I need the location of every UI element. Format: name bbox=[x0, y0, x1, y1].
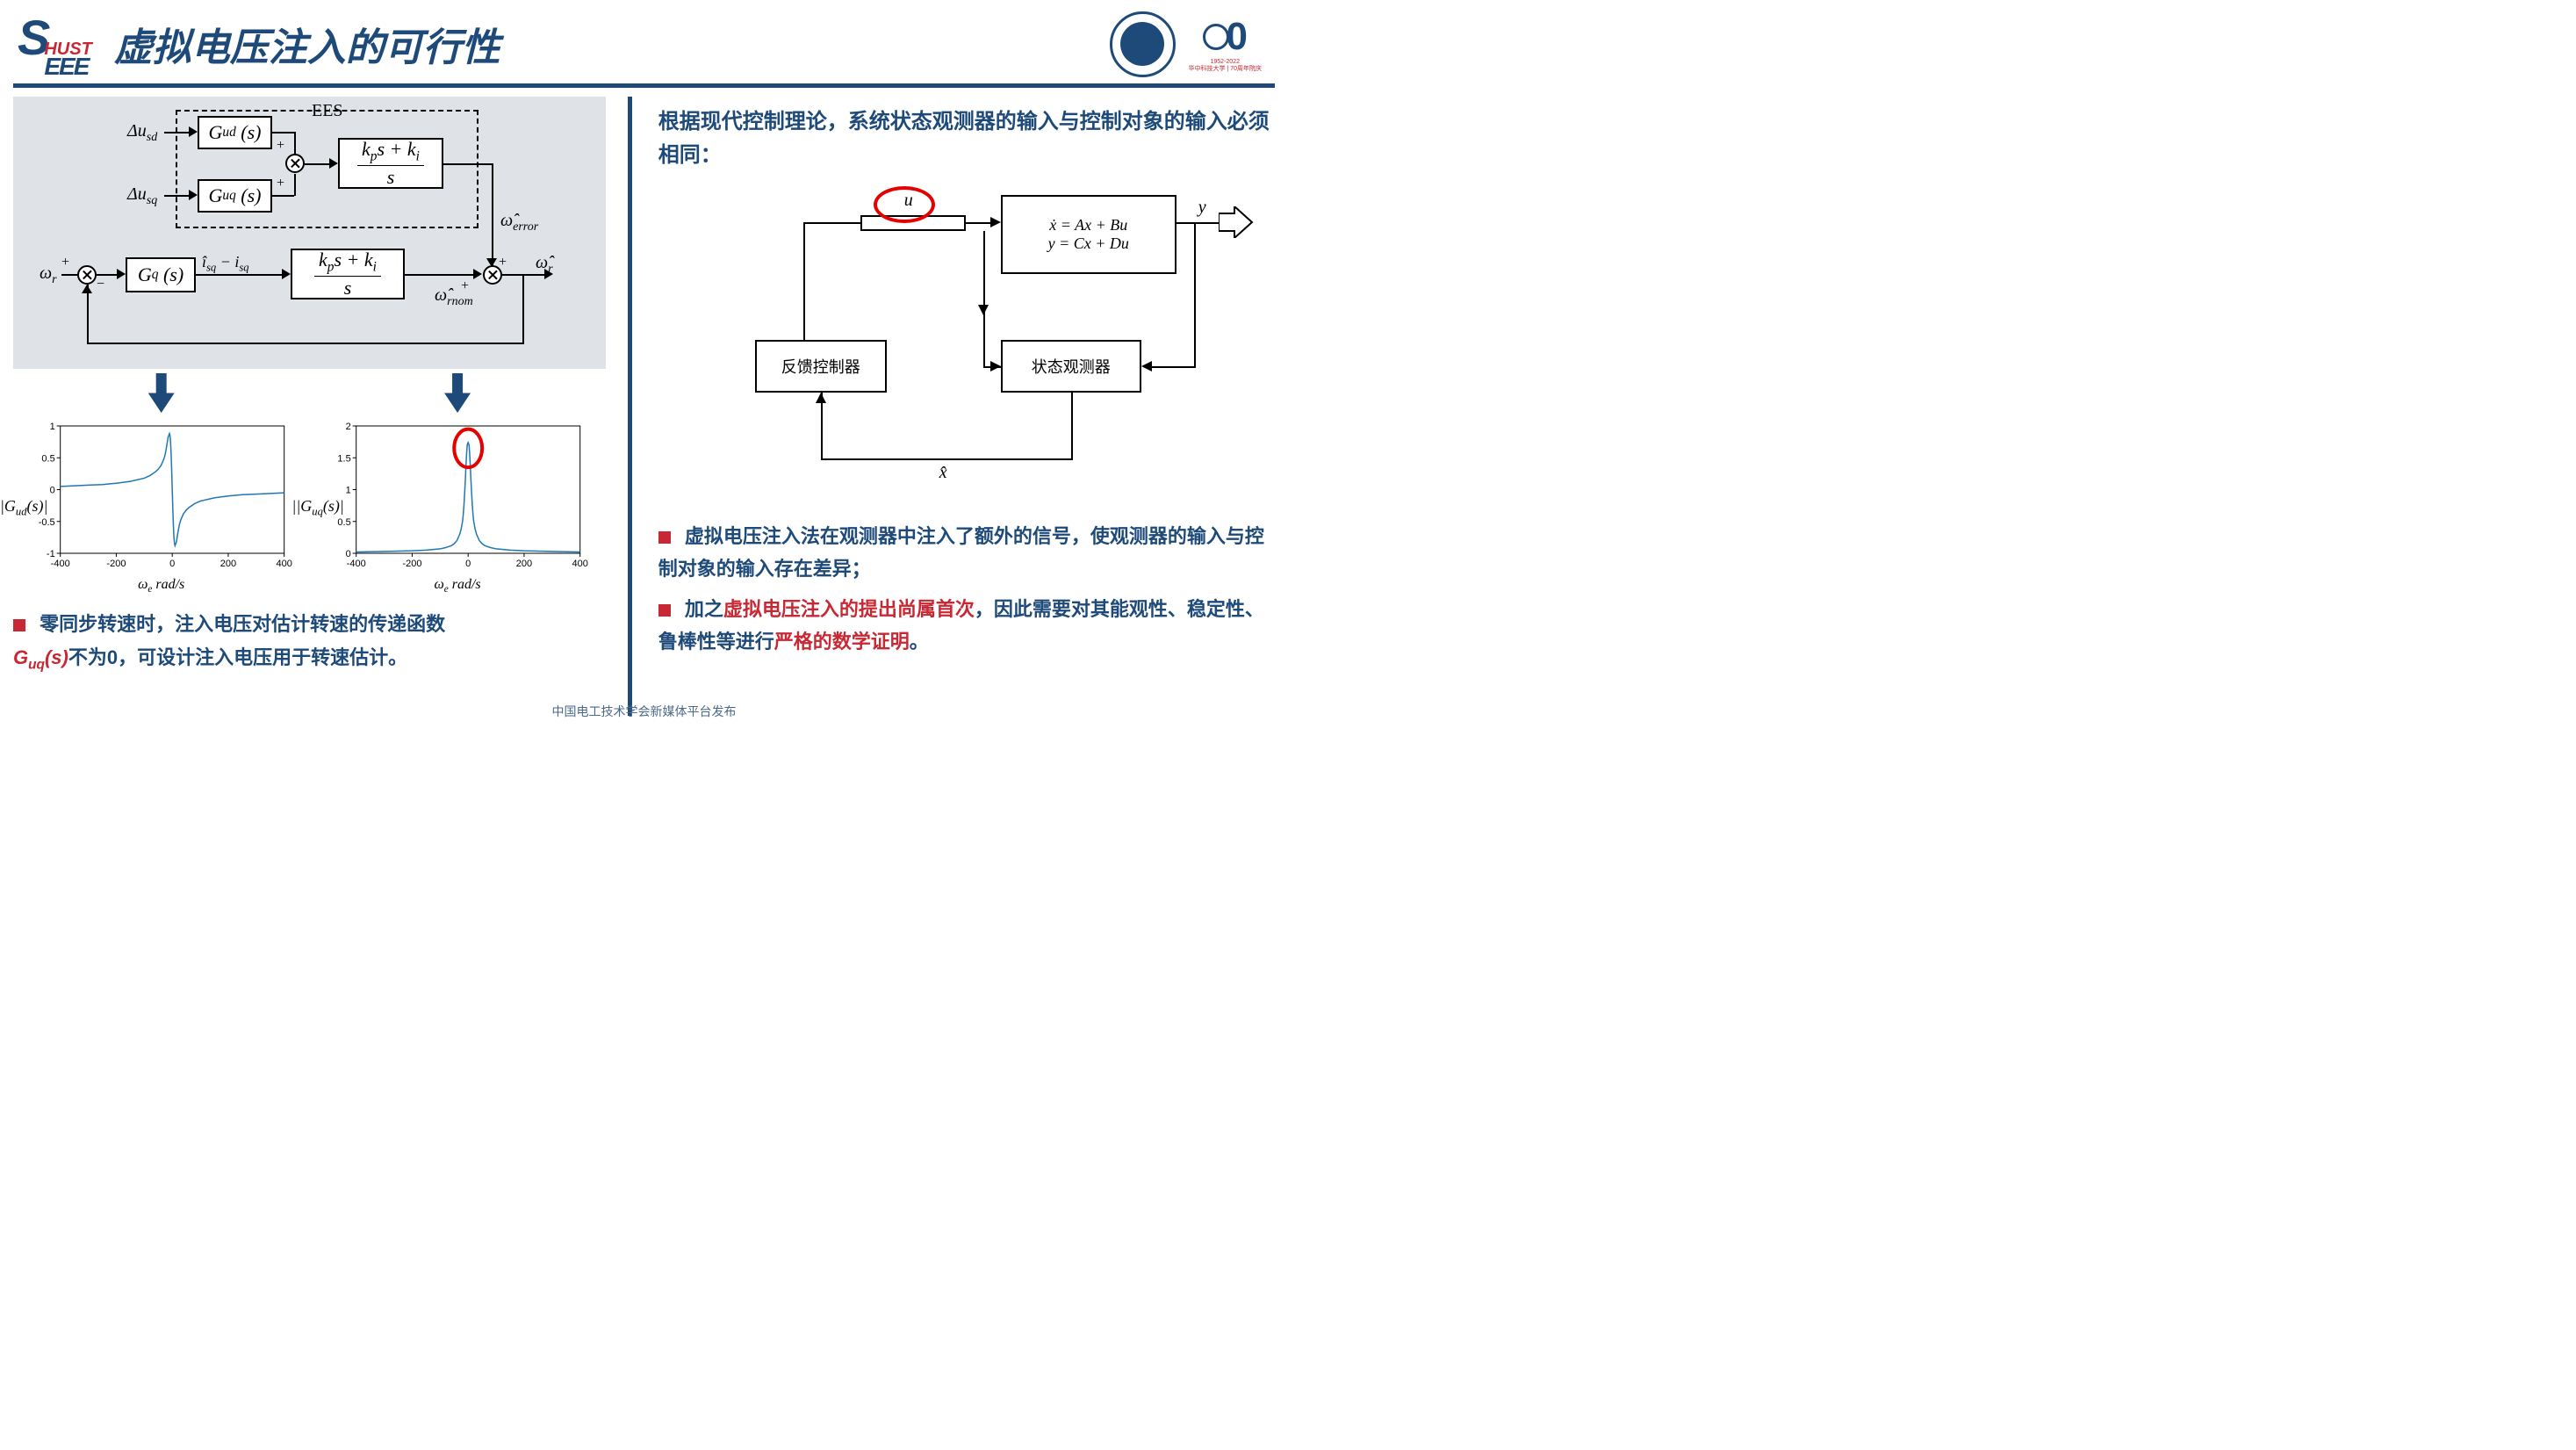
ees-label: EES bbox=[312, 101, 343, 121]
svg-text:400: 400 bbox=[572, 559, 588, 569]
right-bullet-2: 加之虚拟电压注入的提出尚属首次，因此需要对其能观性、稳定性、鲁棒性等进行严格的数… bbox=[658, 593, 1272, 659]
svg-text:-400: -400 bbox=[347, 559, 366, 569]
svg-text:200: 200 bbox=[220, 559, 236, 569]
wr-hat-label: ω̂r bbox=[536, 253, 553, 277]
svg-text:0.5: 0.5 bbox=[41, 453, 54, 464]
gud-block: Gud (s) bbox=[198, 116, 272, 149]
chart-gud: ||Gud(s)| -400-2000200400-1-0.500.51 ωe … bbox=[22, 417, 300, 595]
header-divider bbox=[13, 83, 1275, 88]
sum-node-output bbox=[483, 265, 502, 285]
svg-text:0: 0 bbox=[466, 559, 471, 569]
y-label: y bbox=[1198, 198, 1206, 218]
input-wr: ωr bbox=[40, 263, 57, 287]
logo-s: S bbox=[18, 9, 47, 66]
right-heading: 根据现代控制理论，系统状态观测器的输入与控制对象的输入必须相同： bbox=[658, 105, 1272, 173]
svg-text:-200: -200 bbox=[403, 559, 422, 569]
chart-gud-xlabel: ωe rad/s bbox=[22, 577, 300, 595]
svg-text:-200: -200 bbox=[106, 559, 126, 569]
bullet-icon bbox=[658, 604, 671, 617]
isq-label: îsq − isq bbox=[202, 253, 249, 275]
pi-block-1: kps + kis bbox=[338, 138, 443, 189]
feedback-controller-block: 反馈控制器 bbox=[755, 340, 887, 393]
input-usq: Δusq bbox=[127, 184, 157, 208]
right-bullet-1: 虚拟电压注入法在观测器中注入了额外的信号，使观测器的输入与控制对象的输入存在差异… bbox=[658, 520, 1272, 586]
sum-node-ees bbox=[285, 154, 305, 173]
svg-text:2: 2 bbox=[346, 422, 351, 432]
input-usd: Δusd bbox=[127, 121, 157, 145]
left-column: EES Δusd Δusq ωr Gud (s) Guq (s) + bbox=[13, 97, 619, 716]
w-error-label: ω̂error bbox=[500, 211, 538, 234]
chart-gud-ylabel: ||Gud(s)| bbox=[0, 497, 47, 519]
svg-text:0: 0 bbox=[169, 559, 175, 569]
svg-text:-400: -400 bbox=[51, 559, 70, 569]
control-block-diagram: EES Δusd Δusq ωr Gud (s) Guq (s) + bbox=[13, 97, 606, 369]
state-observer-diagram: u ẋ = Ax + Bu y = Cx + Du y bbox=[658, 182, 1272, 507]
svg-text:0: 0 bbox=[50, 486, 55, 496]
red-highlight-u bbox=[874, 186, 935, 223]
header-badges: 0 1952-2022华中科技大学 | 70周年院庆 bbox=[1110, 11, 1263, 77]
gq-block: Gq (s) bbox=[126, 257, 196, 292]
svg-text:1.5: 1.5 bbox=[338, 453, 351, 464]
logo: S HUST EEE bbox=[18, 9, 92, 79]
pi-block-2: kps + kis bbox=[291, 249, 405, 299]
svg-text:1: 1 bbox=[50, 422, 55, 432]
svg-text:-1: -1 bbox=[47, 549, 55, 559]
plant-block: ẋ = Ax + Bu y = Cx + Du bbox=[1001, 195, 1176, 274]
bullet-icon bbox=[13, 619, 25, 631]
svg-text:1: 1 bbox=[346, 486, 351, 496]
logo-eee: EEE bbox=[44, 54, 91, 79]
chart-guq: ||Guq(s)| -400-200020040000.511.52 ωe ra… bbox=[318, 417, 596, 595]
chart-guq-xlabel: ωe rad/s bbox=[318, 577, 596, 595]
header: S HUST EEE 虚拟电压注入的可行性 0 1952-2022华中科技大学 … bbox=[0, 0, 1288, 83]
svg-text:400: 400 bbox=[277, 559, 292, 569]
svg-text:0: 0 bbox=[346, 549, 351, 559]
down-arrow-icon bbox=[444, 373, 471, 413]
sum-node-input bbox=[77, 265, 97, 285]
svg-text:200: 200 bbox=[516, 559, 532, 569]
observer-block: 状态观测器 bbox=[1001, 340, 1141, 393]
left-bullet-text: 零同步转速时，注入电压对估计转速的传递函数 Guq(s)不为0，可设计注入电压用… bbox=[13, 608, 606, 676]
university-seal-icon bbox=[1110, 11, 1176, 77]
right-column: 根据现代控制理论，系统状态观测器的输入与控制对象的输入必须相同： u ẋ = A… bbox=[641, 97, 1272, 716]
vertical-divider bbox=[628, 97, 632, 716]
anniversary-badge: 0 1952-2022华中科技大学 | 70周年院庆 bbox=[1189, 15, 1263, 72]
xhat-label: x̂ bbox=[939, 463, 947, 483]
bullet-icon bbox=[658, 531, 671, 544]
guq-block: Guq (s) bbox=[198, 179, 272, 213]
down-arrow-icon bbox=[148, 373, 175, 413]
chart-guq-ylabel: ||Guq(s)| bbox=[291, 497, 343, 519]
page-title: 虚拟电压注入的可行性 bbox=[114, 16, 500, 72]
footer-watermark: 中国电工技术学会新媒体平台发布 bbox=[552, 703, 737, 720]
